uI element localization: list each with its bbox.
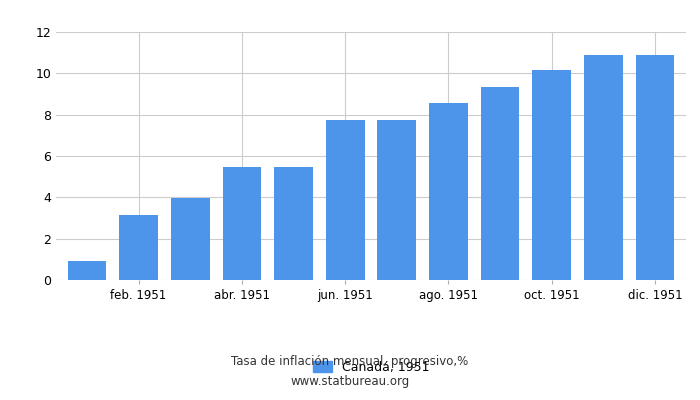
Bar <box>119 215 158 280</box>
Bar <box>636 55 674 280</box>
Bar <box>584 55 623 280</box>
Text: Tasa de inflación mensual, progresivo,%: Tasa de inflación mensual, progresivo,% <box>232 356 468 368</box>
Bar <box>171 198 209 280</box>
Bar <box>326 120 365 280</box>
Bar <box>68 262 106 280</box>
Bar <box>223 167 261 280</box>
Legend: Canadá, 1951: Canadá, 1951 <box>308 356 434 379</box>
Text: www.statbureau.org: www.statbureau.org <box>290 376 410 388</box>
Bar <box>274 167 313 280</box>
Bar <box>481 87 519 280</box>
Bar <box>429 103 468 280</box>
Bar <box>533 70 571 280</box>
Bar <box>377 120 416 280</box>
